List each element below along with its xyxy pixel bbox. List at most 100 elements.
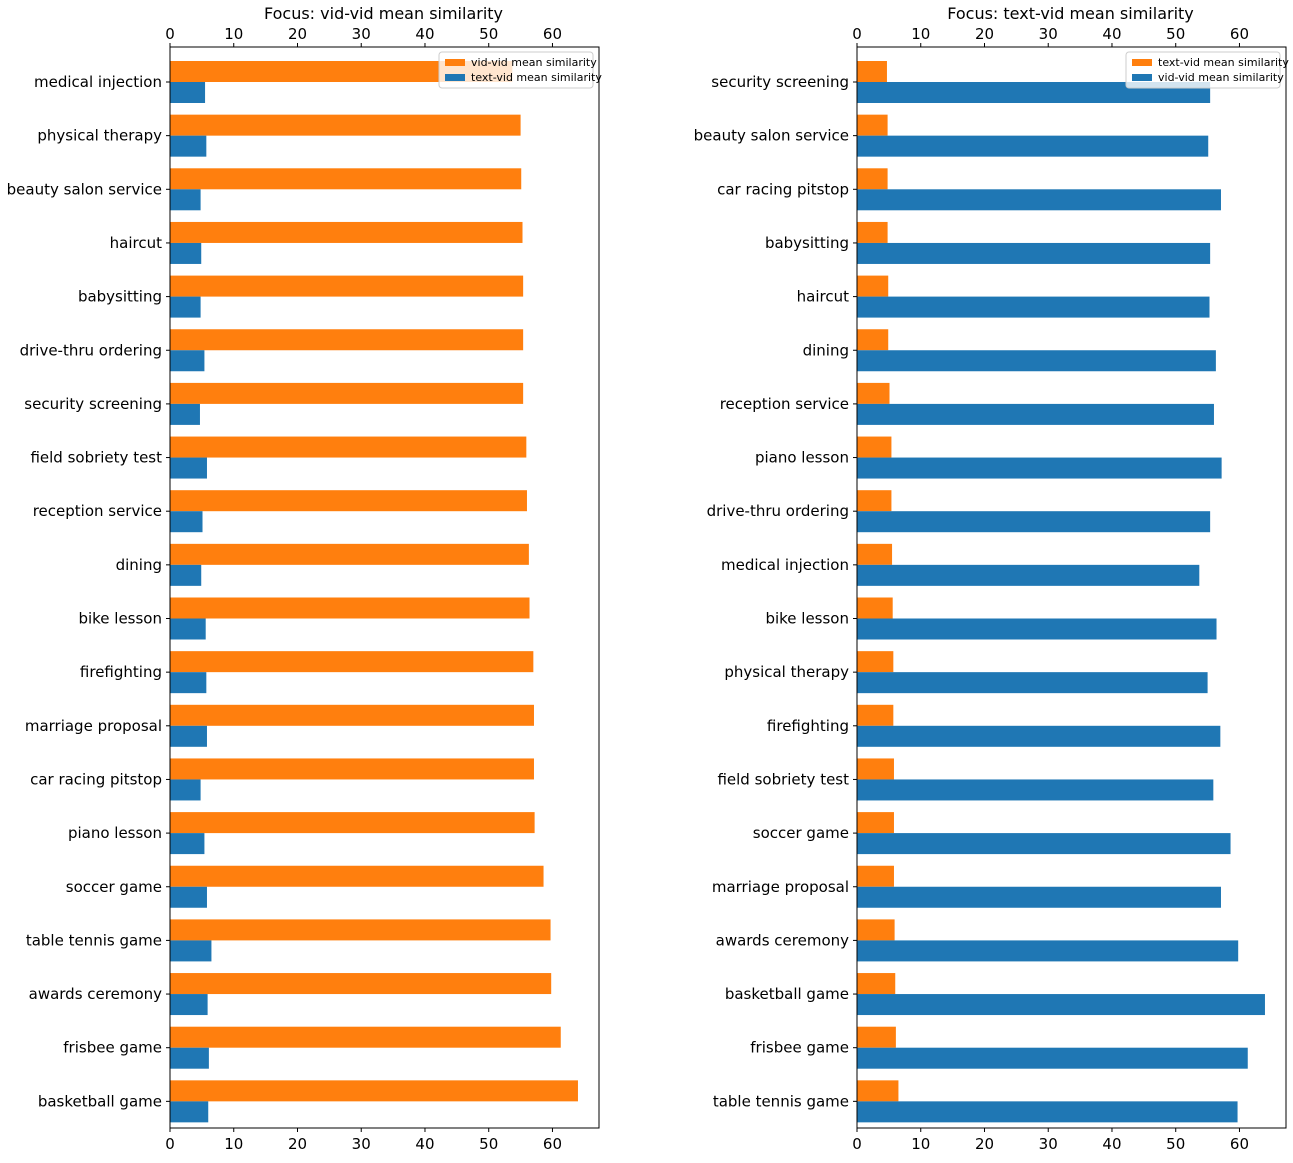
bar-blue-15 [170,886,207,908]
bar-orange-3 [170,221,523,243]
bar-blue-8 [857,511,1211,533]
bar-blue-12 [170,725,207,747]
bar-orange-19 [170,1080,578,1102]
bar-orange-19 [857,1080,899,1102]
y-tick-label: haircut [797,288,849,306]
bar-orange-11 [170,651,534,673]
bar-orange-15 [857,865,894,887]
y-tick-label: table tennis game [26,931,162,949]
y-tick-label: reception service [33,502,162,520]
left-chart-panel: medical injection physical therapy beauty … [7,4,603,1153]
legend-label: text-vid mean similarity [471,71,602,84]
y-tick-label: physical therapy [724,663,849,681]
bar-orange-17 [857,973,896,995]
x-tick-label-top: 20 [288,25,307,43]
bar-blue-5 [170,350,205,372]
bar-orange-5 [170,329,524,351]
y-tick-label: piano lesson [755,449,849,467]
legend: text-vid mean similarity vid-vid mean sim… [1125,51,1289,89]
bar-orange-16 [170,919,551,941]
bar-blue-2 [857,189,1221,211]
bar-blue-17 [857,994,1265,1016]
bar-blue-3 [857,242,1211,264]
bar-orange-8 [857,490,892,512]
bar-orange-7 [857,436,892,458]
x-tick-label-top: 60 [543,25,562,43]
bar-blue-14 [857,833,1231,855]
bar-blue-13 [857,779,1214,801]
bar-blue-4 [170,296,201,318]
bar-blue-1 [170,135,207,157]
y-tick-label: bike lesson [78,610,162,628]
y-tick-label: awards ceremony [716,931,849,949]
bar-blue-0 [857,82,1211,103]
legend-label: text-vid mean similarity [1158,56,1289,69]
y-tick-label: frisbee game [750,1039,849,1057]
x-tick-label-bottom: 40 [415,1135,434,1153]
x-tick-label-top: 40 [1102,25,1121,43]
x-tick-label-top: 50 [479,25,498,43]
x-tick-label-bottom: 0 [852,1135,862,1153]
x-tick-label-bottom: 40 [1102,1135,1121,1153]
bar-blue-6 [857,403,1214,425]
bar-blue-10 [857,618,1217,640]
y-tick-label: car racing pitstop [717,180,849,198]
x-tick-label-top: 40 [415,25,434,43]
bar-blue-5 [857,350,1216,372]
chart-title: Focus: vid-vid mean similarity [264,4,503,23]
bar-blue-19 [857,1101,1238,1123]
y-tick-label: beauty salon service [7,180,162,198]
bar-orange-16 [857,919,895,941]
legend-box [438,51,594,89]
bar-orange-17 [170,973,552,995]
x-tick-label-bottom: 30 [1039,1135,1058,1153]
x-tick-label-bottom: 20 [975,1135,994,1153]
y-tick-label: security screening [24,395,162,413]
legend-label: vid-vid mean similarity [471,56,597,69]
legend-box [1125,51,1281,89]
y-tick-label: babysitting [78,288,162,306]
bar-orange-3 [857,221,888,243]
y-tick-label: bike lesson [765,610,849,628]
legend-swatch-blue [1132,74,1152,81]
bar-orange-4 [857,275,889,297]
y-tick-label: firefighting [80,663,162,681]
right-chart-panel: security screening beauty salon service ca… [694,4,1290,1153]
x-tick-label-bottom: 0 [165,1135,175,1153]
y-tick-label: frisbee game [63,1039,162,1057]
legend-swatch-orange [1132,59,1152,66]
bar-blue-16 [857,940,1239,962]
bar-blue-4 [857,296,1210,318]
x-tick-label-bottom: 10 [224,1135,243,1153]
x-tick-label-bottom: 50 [479,1135,498,1153]
bar-blue-16 [170,940,212,962]
y-tick-label: soccer game [753,824,849,842]
bar-blue-7 [170,457,207,479]
x-tick-label-top: 0 [165,25,175,43]
bar-blue-9 [857,564,1200,586]
y-tick-label: security screening [711,73,849,91]
axes-frame [169,46,600,1129]
bar-orange-9 [170,543,529,565]
x-tick-label-bottom: 50 [1166,1135,1185,1153]
bar-orange-14 [170,812,535,834]
bar-orange-5 [857,329,889,351]
y-tick-label: piano lesson [68,824,162,842]
bar-orange-13 [857,758,894,780]
y-tick-label: dining [803,341,849,359]
bar-orange-18 [170,1026,561,1048]
bar-blue-11 [857,672,1208,694]
x-tick-label-bottom: 20 [288,1135,307,1153]
y-tick-label: soccer game [66,878,162,896]
bar-blue-15 [857,886,1221,908]
bar-blue-2 [170,189,201,211]
bar-blue-10 [170,618,206,640]
bar-orange-8 [170,490,527,512]
legend-swatch-orange [445,59,465,66]
bar-orange-7 [170,436,527,458]
y-tick-label: marriage proposal [712,878,849,896]
bar-orange-6 [170,382,524,404]
y-tick-label: basketball game [725,985,849,1003]
y-tick-label: marriage proposal [25,717,162,735]
bar-orange-10 [857,597,893,619]
